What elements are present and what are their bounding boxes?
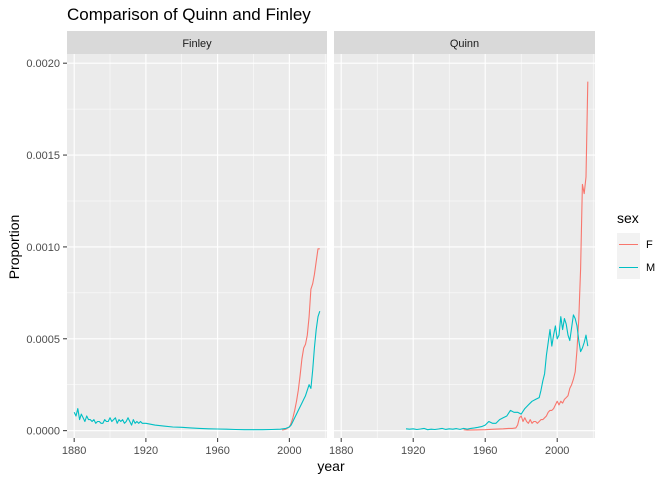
facet-strip-label: Quinn (450, 38, 479, 50)
series-line-f (282, 248, 320, 431)
panel-background (67, 54, 327, 438)
y-tick-label: 0.0010 (26, 242, 60, 254)
y-tick-label: 0.0005 (26, 334, 60, 346)
panel-quinn: Quinn 1880 1920 1960 2000 (329, 31, 595, 457)
x-tick-label: 2000 (545, 445, 569, 457)
x-tick-label: 1960 (473, 445, 497, 457)
y-tick-label: 0.0020 (26, 58, 60, 70)
series-line-m (73, 311, 321, 431)
x-axis-title: year (317, 458, 345, 474)
panel-background (334, 54, 595, 438)
panel-finley: Finley 1880 1920 1960 2000 (62, 31, 327, 457)
facet-strip-label: Finley (182, 38, 212, 50)
x-tick-label: 1880 (329, 445, 353, 457)
series-line-m (405, 314, 589, 431)
y-tick-label: 0.0015 (26, 150, 60, 162)
legend-title: sex (617, 210, 639, 226)
legend-label-m: M (646, 262, 655, 274)
x-tick-label: 2000 (277, 445, 301, 457)
y-axis: 0.0000 0.0005 0.0010 0.0015 0.0020 (26, 58, 67, 438)
y-tick-label: 0.0000 (26, 426, 60, 438)
x-tick-label: 1960 (205, 445, 229, 457)
legend-label-f: F (646, 239, 653, 251)
panels-layer: Finley 1880 1920 1960 2000 Quinn 1880 1920 1960 2… (62, 31, 595, 457)
chart-title: Comparison of Quinn and Finley (67, 5, 311, 24)
x-tick-label: 1920 (134, 445, 158, 457)
facet-strip (334, 31, 595, 54)
x-tick-label: 1920 (401, 445, 425, 457)
y-axis-title: Proportion (6, 215, 22, 280)
legend: sex FM (617, 210, 655, 279)
series-line-f (463, 81, 589, 431)
x-tick-label: 1880 (62, 445, 86, 457)
facet-strip (67, 31, 327, 54)
